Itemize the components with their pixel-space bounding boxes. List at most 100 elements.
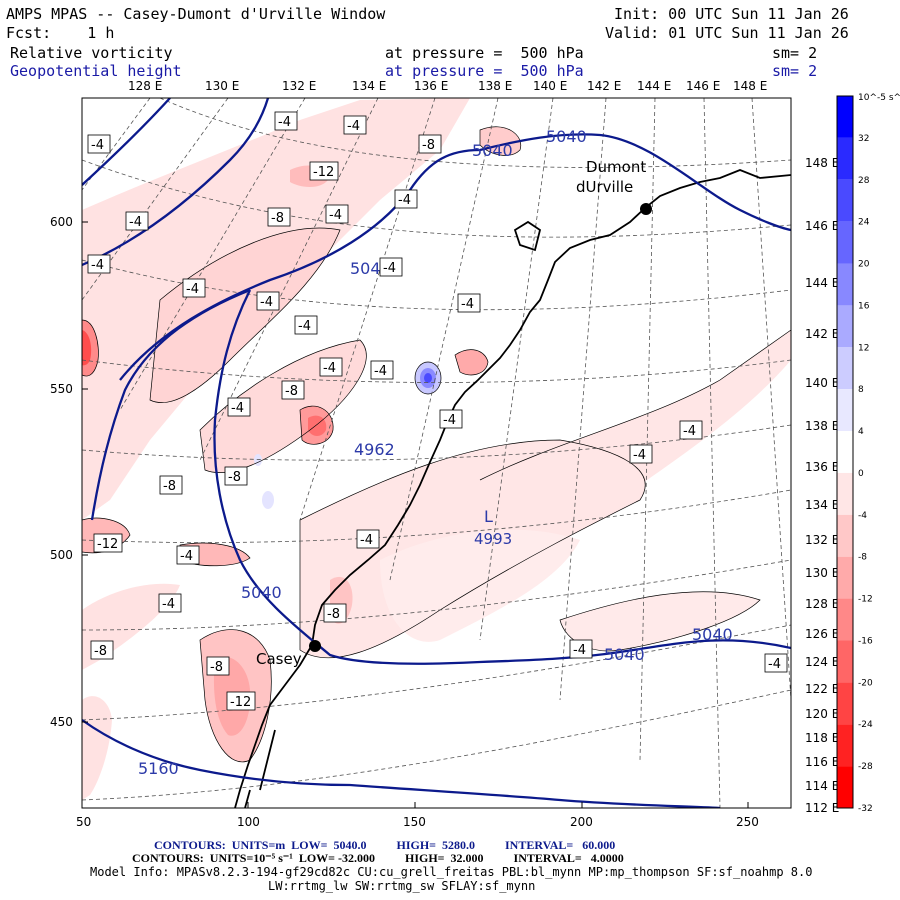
vorticity-label: -4 (383, 261, 396, 276)
station-label: Dumont (586, 158, 646, 176)
right-lon-label: 124 E (805, 655, 839, 669)
right-lon-label: 146 E (805, 219, 839, 233)
colorbar-label: 8 (858, 385, 864, 395)
vorticity-label: -8 (210, 660, 223, 675)
top-lon-label: 128 E (128, 79, 162, 93)
right-lon-label: 130 E (805, 566, 839, 580)
station-label: Casey (256, 650, 302, 668)
field1-smoothing: sm= 2 (772, 44, 818, 62)
y-tick-label: 500 (50, 548, 73, 562)
valid-time: Valid: 01 UTC Sun 11 Jan 26 (605, 24, 849, 42)
x-tick-label: 250 (736, 815, 759, 829)
vorticity-label: -4 (443, 413, 456, 428)
vorticity-label: -4 (231, 401, 244, 416)
top-lon-label: 140 E (533, 79, 567, 93)
height-contours (82, 98, 791, 808)
colorbar-swatch (837, 221, 853, 264)
vorticity-label: -4 (329, 208, 342, 223)
colorbar-label: -8 (858, 553, 867, 563)
colorbar-swatch (837, 263, 853, 306)
init-time: Init: 00 UTC Sun 11 Jan 26 (614, 5, 849, 23)
vorticity-label: -8 (271, 211, 284, 226)
model-info: Model Info: MPASv8.2.3-194-gf29cd82c CU:… (90, 865, 813, 879)
colorbar-label: -16 (858, 636, 873, 646)
vorticity-contour-info: CONTOURS: UNITS=10⁻⁵ s⁻¹ LOW= -32.000 HI… (132, 851, 624, 865)
vorticity-label: -4 (398, 193, 411, 208)
colorbar-swatch (837, 96, 853, 138)
field1-level: at pressure = 500 hPa (385, 44, 584, 62)
vorticity-label: -4 (768, 657, 781, 672)
top-lon-label: 138 E (478, 79, 512, 93)
colorbar-swatch (837, 137, 853, 180)
colorbar-swatch (837, 472, 853, 515)
colorbar-label: -32 (858, 804, 873, 814)
map-area (82, 98, 791, 808)
colorbar-label: 28 (858, 176, 870, 186)
top-lon-label: 136 E (414, 79, 448, 93)
height-label: 5160 (138, 759, 179, 778)
vorticity-label: -4 (461, 297, 474, 312)
right-lon-label: 128 E (805, 597, 839, 611)
colorbar-label: -4 (858, 511, 867, 521)
height-label: 5040 (692, 625, 733, 644)
station-markers (309, 203, 652, 652)
colorbar-swatch (837, 640, 853, 683)
right-lon-label: 142 E (805, 327, 839, 341)
vorticity-label: -4 (374, 364, 387, 379)
x-tick-label: 50 (76, 815, 91, 829)
top-lon-label: 142 E (587, 79, 621, 93)
top-lon-label: 148 E (733, 79, 767, 93)
vorticity-label: -4 (298, 319, 311, 334)
x-tick-label: 150 (403, 815, 426, 829)
right-lon-label: 126 E (805, 627, 839, 641)
right-lon-label: 134 E (805, 498, 839, 512)
field1-name: Relative vorticity (10, 44, 173, 62)
colorbar-swatch (837, 598, 853, 641)
x-tick-label: 100 (237, 815, 260, 829)
vorticity-label: -4 (129, 215, 142, 230)
vorticity-label: -8 (94, 644, 107, 659)
vorticity-label: -4 (683, 424, 696, 439)
right-lon-label: 120 E (805, 707, 839, 721)
colorbar-label: -24 (858, 720, 873, 730)
colorbar-label: 0 (858, 469, 864, 479)
colorbar-swatch (837, 682, 853, 725)
x-tick-label: 200 (570, 815, 593, 829)
field2-name: Geopotential height (10, 62, 182, 80)
colorbar-swatch (837, 514, 853, 557)
colorbar-label: -20 (858, 678, 873, 688)
y-tick-label: 600 (50, 215, 73, 229)
right-lon-label: 122 E (805, 682, 839, 696)
vorticity-label: -4 (633, 448, 646, 463)
colorbar-swatch (837, 766, 853, 808)
colorbar-unit: 10^-5 s^-1 (858, 93, 900, 103)
vorticity-label: -4 (186, 282, 199, 297)
colorbar: 32 28 24 20 16 12 8 4 0 -4 -8 -12 -16 -20 -24 -28 -32 (836, 95, 873, 814)
colorbar-label: 24 (858, 218, 870, 228)
colorbar-label: 20 (858, 260, 870, 270)
vorticity-label: -4 (347, 119, 360, 134)
right-lon-label: 116 E (805, 755, 839, 769)
colorbar-label: 4 (858, 427, 864, 437)
colorbar-swatch (837, 556, 853, 599)
top-lon-label: 144 E (637, 79, 671, 93)
height-label: 5040 (546, 127, 587, 146)
right-lon-label: 114 E (805, 779, 839, 793)
right-lon-label: 138 E (805, 419, 839, 433)
y-tick-label: 450 (50, 715, 73, 729)
colorbar-label: 12 (858, 343, 869, 353)
vorticity-label: -4 (162, 597, 175, 612)
colorbar-swatch (837, 305, 853, 348)
model-info-radiation: LW:rrtmg_lw SW:rrtmg_sw SFLAY:sf_mynn (268, 879, 536, 893)
vorticity-label: -4 (180, 549, 193, 564)
height-label: 5040 (472, 141, 513, 160)
colorbar-swatch (837, 389, 853, 432)
vorticity-label: -4 (278, 115, 291, 130)
vorticity-label: -8 (285, 384, 298, 399)
vorticity-label: -4 (573, 643, 586, 658)
height-label: 5040 (241, 583, 282, 602)
height-contour-info: CONTOURS: UNITS=m LOW= 5040.0 HIGH= 5280… (154, 838, 616, 852)
top-lon-label: 132 E (282, 79, 316, 93)
vorticity-label-group: -4 -4 -4 -4 -12 -8 -4 -8 -4 -4 -4 -4 -4 … (87, 111, 788, 711)
